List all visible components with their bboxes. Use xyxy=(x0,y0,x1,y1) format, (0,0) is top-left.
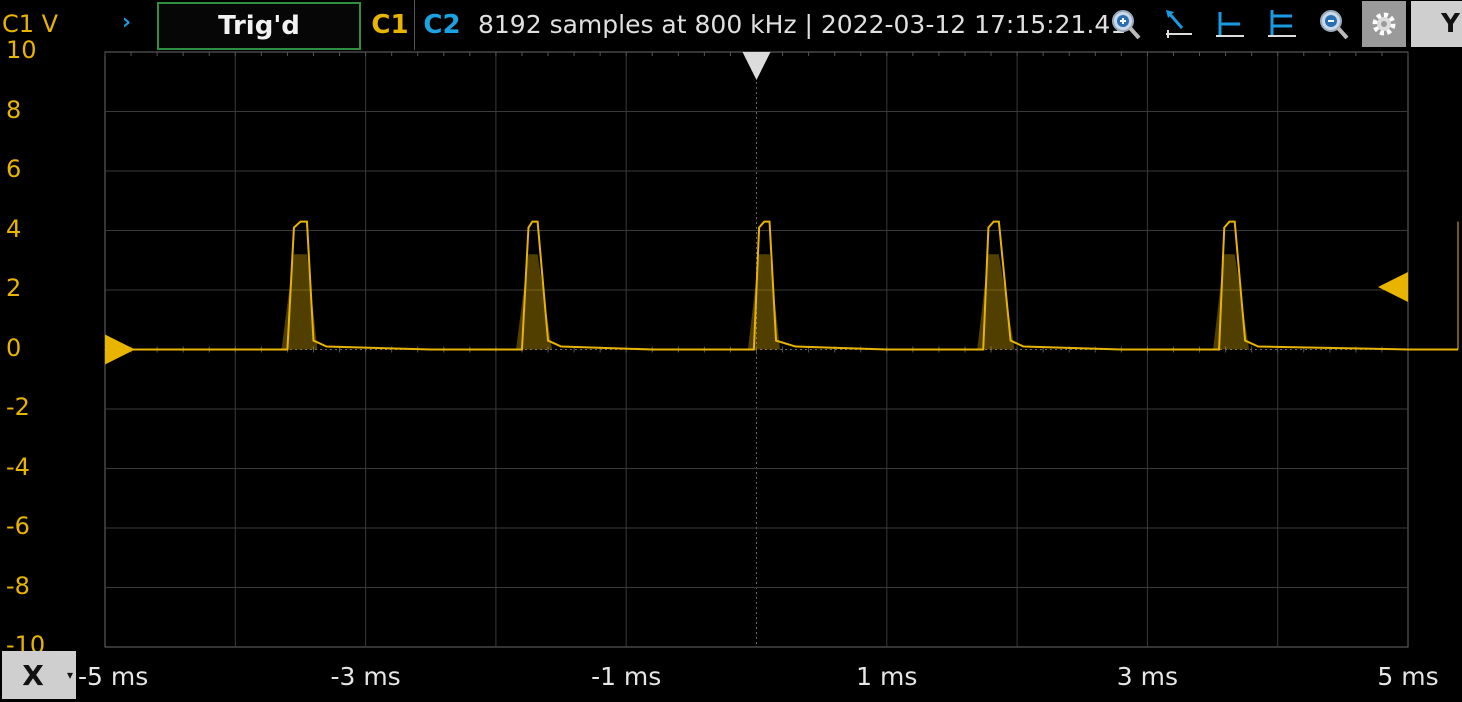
x-tick-label: 3 ms xyxy=(1116,662,1179,691)
data-point xyxy=(982,349,984,350)
data-point xyxy=(1120,349,1122,350)
trigger-time-marker xyxy=(742,52,771,80)
data-point xyxy=(527,227,529,229)
y-tick-label: 8 xyxy=(6,95,22,124)
x-tick-label: -5 ms xyxy=(78,662,149,691)
zoom-out-icon[interactable] xyxy=(1314,6,1354,44)
pulse-envelope xyxy=(977,254,1015,350)
data-point xyxy=(560,346,562,348)
data-point xyxy=(758,227,760,229)
trace-c1 xyxy=(104,220,1459,351)
data-point xyxy=(775,340,777,342)
data-point xyxy=(886,349,888,350)
x-tick-label: -1 ms xyxy=(591,662,662,691)
y-tick-label: 0 xyxy=(6,333,22,362)
data-point xyxy=(312,340,314,342)
plot-markers xyxy=(105,52,1408,365)
data-point xyxy=(1218,349,1220,350)
header-bar: C1 V › Trig'd C1 C2 8192 samples at 800 … xyxy=(0,0,1462,52)
data-point xyxy=(547,340,549,342)
channel-axis-label: C1 V xyxy=(2,10,59,38)
y-tick-label: 2 xyxy=(6,274,22,302)
horizontal-cursors-icon[interactable] xyxy=(1210,6,1250,44)
x-axis-button[interactable]: X xyxy=(2,651,64,699)
data-point xyxy=(1023,346,1025,348)
y-tick-label: 6 xyxy=(6,155,22,183)
x-tick-label: 1 ms xyxy=(856,662,918,691)
data-point xyxy=(987,227,989,229)
x-tick-label: -3 ms xyxy=(330,662,401,691)
y-tick-label: -4 xyxy=(6,452,30,481)
y-axis-button[interactable]: Y xyxy=(1411,1,1462,47)
data-point xyxy=(286,349,288,350)
data-point xyxy=(299,221,301,223)
data-point xyxy=(531,221,533,223)
data-point xyxy=(1010,340,1012,342)
data-point xyxy=(1257,346,1259,348)
data-point xyxy=(430,349,432,350)
data-point xyxy=(1234,221,1236,223)
data-point xyxy=(326,346,328,348)
data-point xyxy=(769,221,771,223)
channel-offset-marker xyxy=(105,334,135,365)
pulse-envelope xyxy=(515,254,553,350)
data-point xyxy=(1228,221,1230,223)
y-tick-label: 4 xyxy=(6,214,22,243)
data-point xyxy=(753,349,755,350)
zoom-in-icon[interactable] xyxy=(1106,6,1146,44)
trigger-status-button[interactable]: Trig'd xyxy=(157,2,361,50)
acquisition-info: 8192 samples at 800 kHz | 2022-03-12 17:… xyxy=(478,10,1127,39)
y-tick-label: -2 xyxy=(6,393,30,421)
y-tick-label: -6 xyxy=(6,512,30,540)
data-point xyxy=(993,221,995,223)
data-point xyxy=(1223,227,1225,229)
x-tick-label: 5 ms xyxy=(1377,662,1439,691)
pulse-envelope xyxy=(281,254,318,350)
double-horizontal-cursors-icon[interactable] xyxy=(1262,6,1302,44)
trigger-level-marker xyxy=(1378,272,1408,303)
channel1-button[interactable]: C1 xyxy=(366,0,415,50)
data-point xyxy=(1244,340,1246,342)
x-dropdown-icon[interactable]: ▾ xyxy=(64,651,76,699)
cursor-arrow-icon[interactable] xyxy=(1158,6,1198,44)
data-point xyxy=(651,349,653,350)
channel2-button[interactable]: C2 xyxy=(423,10,461,40)
expand-arrow-icon[interactable]: › xyxy=(122,10,132,35)
series-line-C1 xyxy=(105,220,1409,351)
gear-icon[interactable] xyxy=(1362,1,1406,47)
data-point xyxy=(293,227,295,229)
data-point xyxy=(521,349,523,350)
data-point xyxy=(795,346,797,348)
y-tick-label: 10 xyxy=(6,36,37,64)
data-point xyxy=(998,221,1000,223)
data-point xyxy=(763,221,765,223)
y-tick-label: -8 xyxy=(6,571,30,600)
data-point xyxy=(537,221,539,223)
data-point xyxy=(306,221,308,223)
